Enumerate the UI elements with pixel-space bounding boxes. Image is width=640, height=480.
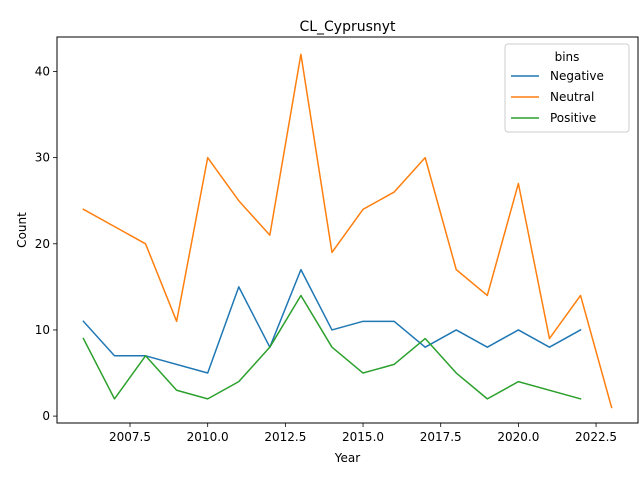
chart-title: CL_Cyprusnyt: [299, 19, 396, 35]
x-axis-label: Year: [334, 451, 360, 465]
legend-label-negative: Negative: [550, 69, 604, 83]
legend-entries: Negative Neutral Positive: [511, 69, 604, 125]
y-tick-label: 30: [35, 151, 50, 165]
x-tick-label: 2010.0: [187, 430, 229, 444]
series-line-neutral: [82, 53, 613, 409]
legend-label-positive: Positive: [550, 111, 596, 125]
y-axis-label: Count: [15, 212, 29, 248]
legend-box: [504, 43, 630, 133]
x-tick-label: 2017.5: [420, 430, 462, 444]
y-tick-label: 40: [35, 64, 50, 78]
legend-title: bins: [555, 50, 580, 64]
x-tick-label: 2007.5: [109, 430, 151, 444]
x-tick-label: 2020.0: [497, 430, 539, 444]
plot-frame: [56, 36, 639, 424]
y-axis-ticks: 0 10 20 30 40: [35, 64, 57, 423]
series-layer: [82, 53, 613, 409]
series-line-negative: [82, 268, 582, 374]
y-tick-label: 0: [42, 409, 50, 423]
x-tick-label: 2015.0: [342, 430, 384, 444]
x-axis-ticks: 2007.5 2010.0 2012.5 2015.0 2017.5 2020.0 2022…: [109, 423, 617, 444]
y-tick-label: 10: [35, 323, 50, 337]
x-tick-label: 2022.5: [575, 430, 617, 444]
legend-label-neutral: Neutral: [550, 90, 594, 104]
legend: bins Negative Neutral Positive: [504, 43, 630, 133]
series-line-positive: [82, 294, 582, 400]
y-tick-label: 20: [35, 237, 50, 251]
x-tick-label: 2012.5: [264, 430, 306, 444]
